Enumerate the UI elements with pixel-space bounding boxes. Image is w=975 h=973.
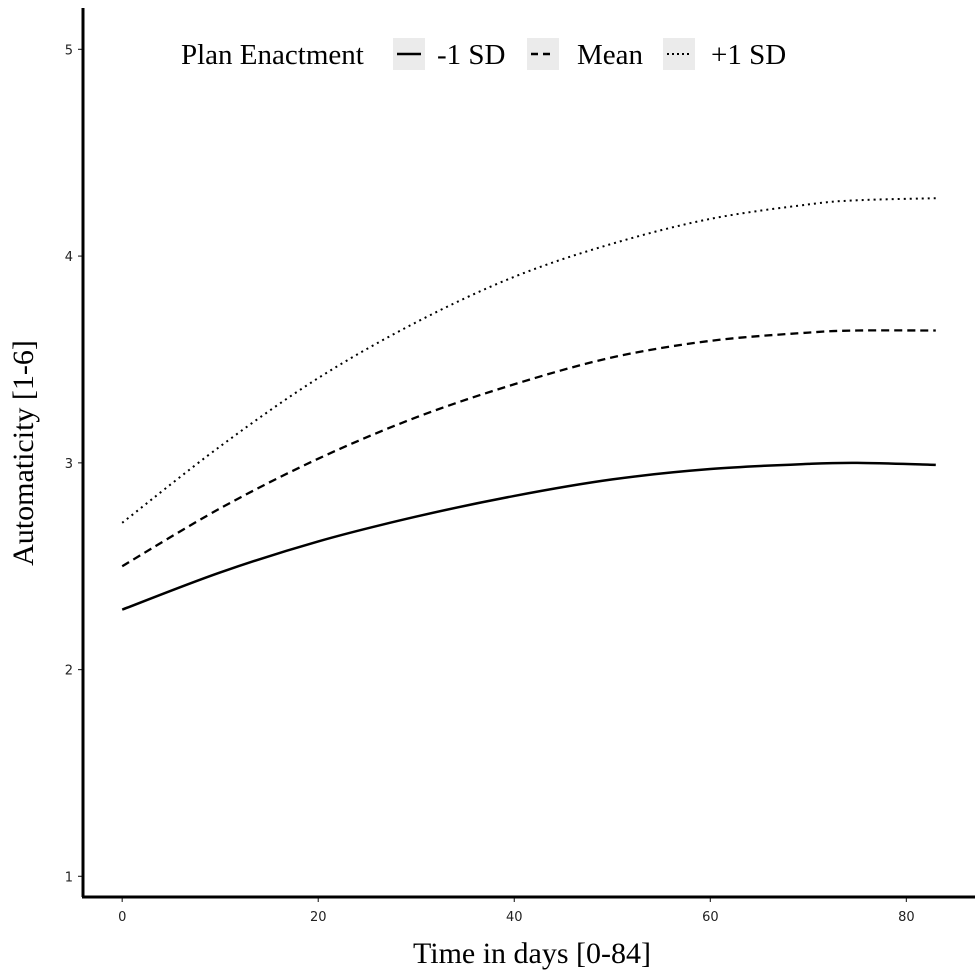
- y-tick-label: 1: [65, 870, 73, 885]
- legend-title: Plan Enactment: [181, 39, 364, 71]
- plot-area: 1 2 3 4 5 0 20 40 60 80: [65, 8, 975, 925]
- x-axis-ticks: 0 20 40 60 80: [118, 897, 915, 925]
- x-axis-title: Time in days [0-84]: [413, 937, 651, 970]
- legend-label-mean: Mean: [577, 39, 644, 71]
- y-tick-label: 2: [65, 664, 73, 679]
- series-line-plusminus-1-sd: [121, 197, 936, 524]
- legend-label-minus-1-sd: -1 SD: [437, 39, 505, 71]
- series-lines: [121, 197, 936, 611]
- x-tick-label: 0: [118, 910, 126, 925]
- series-line-mean: [121, 329, 936, 568]
- y-axis-ticks: 1 2 3 4 5: [65, 43, 83, 885]
- y-tick-label: 4: [65, 250, 73, 265]
- x-tick-label: 40: [506, 910, 523, 925]
- y-tick-label: 3: [65, 457, 73, 472]
- series-line-minus-1-sd: [121, 461, 936, 611]
- legend: Plan Enactment -1 SD Mean +1 SD: [181, 38, 786, 71]
- legend-label-plus-1-sd: +1 SD: [711, 39, 786, 71]
- y-tick-label: 5: [65, 43, 73, 58]
- x-tick-label: 20: [310, 910, 327, 925]
- y-axis-title: Automaticity [1-6]: [7, 340, 40, 566]
- x-tick-label: 60: [702, 910, 719, 925]
- x-tick-label: 80: [898, 910, 915, 925]
